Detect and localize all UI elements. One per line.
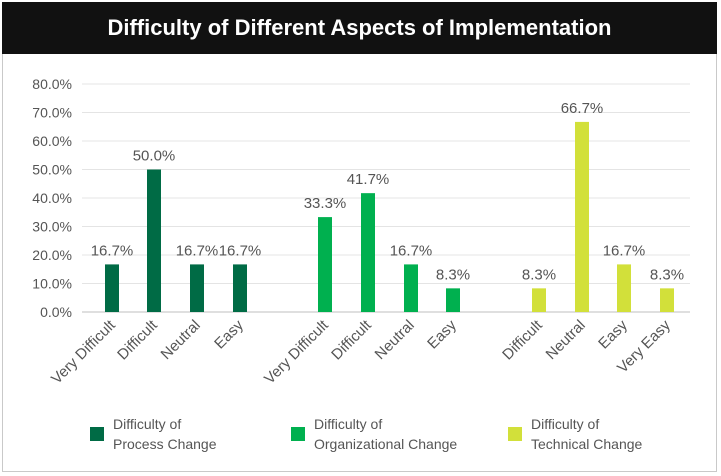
title-bar: Difficulty of Different Aspects of Imple… (2, 2, 717, 54)
data-label: 41.7% (347, 171, 390, 188)
y-tick-label: 20.0% (32, 247, 72, 263)
data-label: 16.7% (603, 242, 646, 259)
bar (233, 264, 247, 312)
y-tick-label: 50.0% (32, 162, 72, 178)
data-label: 66.7% (561, 100, 604, 117)
data-label: 8.3% (522, 266, 556, 283)
bar (404, 264, 418, 312)
x-tick-label: Difficult (114, 316, 161, 363)
bar (617, 264, 631, 312)
y-tick-label: 30.0% (32, 219, 72, 235)
legend-label-organizational: Difficulty of Organizational Change (314, 416, 458, 452)
x-tick-label: Easy (595, 316, 631, 352)
bar (147, 169, 161, 312)
y-tick-label: 40.0% (32, 190, 72, 206)
x-tick-label: Difficult (499, 316, 546, 363)
x-tick-label: Very Difficult (48, 316, 119, 387)
y-tick-label: 60.0% (32, 133, 72, 149)
bar (575, 121, 589, 312)
bar (105, 264, 119, 312)
bar (660, 288, 674, 312)
data-label: 16.7% (176, 242, 219, 259)
legend-label-technical: Difficulty of Technical Change (531, 416, 643, 452)
y-tick-label: 10.0% (32, 276, 72, 292)
data-label: 16.7% (219, 242, 262, 259)
data-label: 16.7% (91, 242, 134, 259)
data-label: 16.7% (390, 242, 433, 259)
legend-label-process: Difficulty of Process Change (113, 416, 217, 452)
x-tick-label: Easy (211, 316, 247, 352)
x-tick-label: Neutral (158, 317, 204, 363)
bar (361, 193, 375, 312)
data-label: 50.0% (133, 148, 176, 165)
y-tick-label: 0.0% (40, 304, 72, 320)
y-tick-label: 80.0% (32, 76, 72, 92)
legend-swatch-technical (508, 427, 522, 441)
bar (446, 288, 460, 312)
x-tick-label: Easy (424, 316, 460, 352)
bar (190, 264, 204, 312)
x-tick-label: Neutral (543, 317, 589, 363)
data-label: 8.3% (436, 266, 470, 283)
legend-swatch-organizational (291, 427, 305, 441)
x-tick-label: Neutral (372, 317, 418, 363)
chart-title: Difficulty of Different Aspects of Imple… (107, 15, 612, 40)
bar (532, 288, 546, 312)
data-label: 33.3% (304, 195, 347, 212)
x-tick-label: Very Difficult (261, 316, 332, 387)
x-tick-label: Difficult (328, 316, 375, 363)
y-tick-label: 70.0% (32, 105, 72, 121)
chart-frame (2, 2, 717, 472)
data-label: 8.3% (650, 266, 684, 283)
legend-swatch-process (90, 427, 104, 441)
bar (318, 217, 332, 312)
